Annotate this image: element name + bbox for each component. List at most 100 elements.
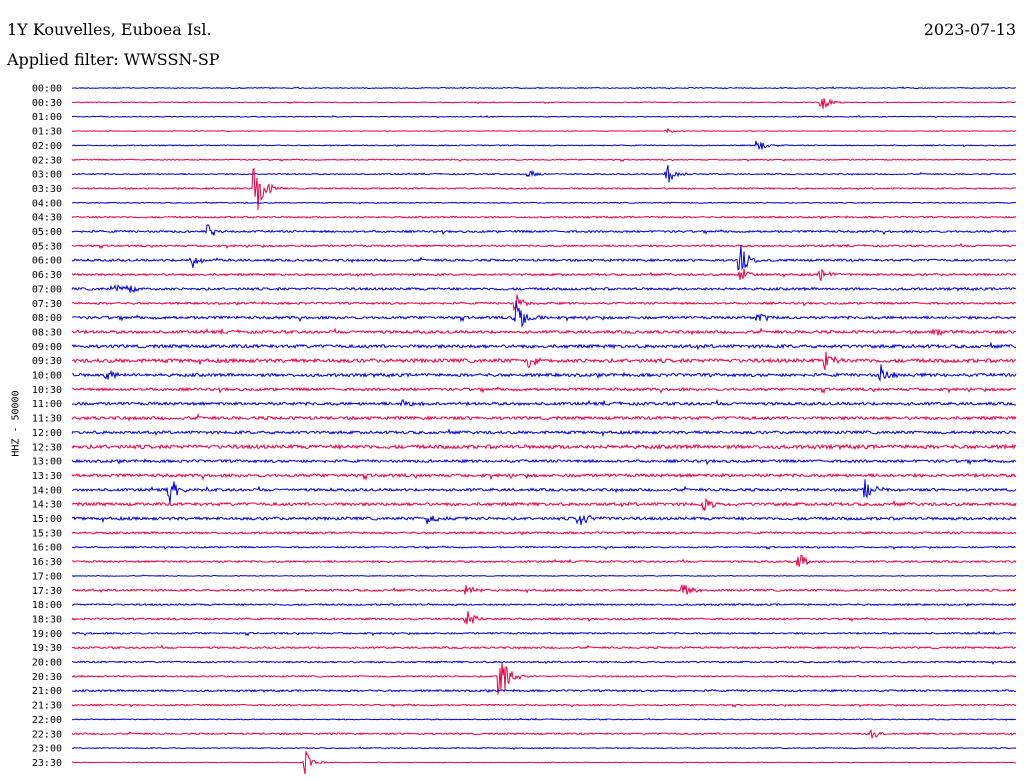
time-label-02-30: 02:30 xyxy=(32,155,62,166)
time-label-05-30: 05:30 xyxy=(32,241,62,252)
trace-00-00 xyxy=(71,86,1017,90)
time-label-23-30: 23:30 xyxy=(32,758,62,769)
time-label-19-30: 19:30 xyxy=(32,643,62,654)
trace-22-00 xyxy=(71,717,1017,721)
trace-12-30 xyxy=(71,443,1017,451)
time-label-22-00: 22:00 xyxy=(32,715,62,726)
trace-04-30 xyxy=(71,215,1017,220)
trace-05-30 xyxy=(71,242,1017,250)
time-label-00-30: 00:30 xyxy=(32,98,62,109)
time-label-10-00: 10:00 xyxy=(32,371,62,382)
time-label-06-30: 06:30 xyxy=(32,270,62,281)
time-label-13-00: 13:00 xyxy=(32,457,62,468)
time-label-11-30: 11:30 xyxy=(32,414,62,425)
trace-22-30 xyxy=(71,729,1017,739)
trace-14-00 xyxy=(71,479,1017,504)
trace-11-30 xyxy=(71,413,1017,422)
time-label-09-30: 09:30 xyxy=(32,356,62,367)
time-label-15-30: 15:30 xyxy=(32,528,62,539)
time-label-13-30: 13:30 xyxy=(32,471,62,482)
time-label-07-30: 07:30 xyxy=(32,299,62,310)
trace-20-00 xyxy=(71,659,1017,665)
time-label-16-30: 16:30 xyxy=(32,557,62,568)
trace-23-30 xyxy=(72,751,1017,775)
trace-lines xyxy=(71,86,1017,775)
time-label-16-00: 16:00 xyxy=(32,543,62,554)
time-label-20-30: 20:30 xyxy=(32,672,62,683)
time-label-01-30: 01:30 xyxy=(32,127,62,138)
time-label-21-30: 21:30 xyxy=(32,701,62,712)
trace-16-30 xyxy=(71,554,1017,567)
trace-17-00 xyxy=(71,574,1017,578)
trace-19-30 xyxy=(71,644,1017,651)
time-label-17-30: 17:30 xyxy=(32,586,62,597)
time-label-03-30: 03:30 xyxy=(32,184,62,195)
time-label-10-30: 10:30 xyxy=(32,385,62,396)
trace-15-30 xyxy=(71,530,1017,536)
time-label-08-30: 08:30 xyxy=(32,327,62,338)
time-label-08-00: 08:00 xyxy=(32,313,62,324)
time-label-23-00: 23:00 xyxy=(32,744,62,755)
time-label-20-00: 20:00 xyxy=(32,658,62,669)
trace-15-00 xyxy=(71,514,1017,526)
time-label-14-00: 14:00 xyxy=(32,485,62,496)
trace-08-30 xyxy=(71,327,1017,337)
trace-06-00 xyxy=(71,245,1017,271)
trace-07-00 xyxy=(71,284,1017,293)
trace-04-00 xyxy=(71,201,1017,205)
time-label-09-00: 09:00 xyxy=(32,342,62,353)
trace-11-00 xyxy=(71,398,1017,407)
trace-10-00 xyxy=(71,364,1017,383)
trace-18-30 xyxy=(71,610,1017,625)
trace-19-00 xyxy=(71,630,1017,637)
trace-01-30 xyxy=(71,127,1017,134)
time-label-18-30: 18:30 xyxy=(32,614,62,625)
trace-07-30 xyxy=(71,294,1017,312)
time-label-07-00: 07:00 xyxy=(32,284,62,295)
trace-03-00 xyxy=(71,165,1017,183)
trace-14-30 xyxy=(71,497,1017,511)
trace-16-00 xyxy=(71,545,1017,550)
time-label-18-00: 18:00 xyxy=(32,600,62,611)
trace-00-30 xyxy=(71,98,1017,110)
time-label-01-00: 01:00 xyxy=(32,112,62,123)
time-label-21-00: 21:00 xyxy=(32,686,62,697)
time-label-00-00: 00:00 xyxy=(32,84,62,95)
date-label: 2023-07-13 xyxy=(923,20,1016,39)
trace-10-30 xyxy=(71,386,1017,395)
trace-09-30 xyxy=(71,351,1017,371)
trace-05-00 xyxy=(71,224,1017,236)
time-label-05-00: 05:00 xyxy=(32,227,62,238)
time-label-12-30: 12:30 xyxy=(32,442,62,453)
trace-02-00 xyxy=(71,140,1017,150)
trace-12-00 xyxy=(71,428,1017,438)
trace-01-00 xyxy=(71,114,1017,119)
time-label-03-00: 03:00 xyxy=(32,170,62,181)
trace-13-00 xyxy=(71,457,1017,466)
station-title: 1Y Kouvelles, Euboea Isl. xyxy=(7,20,212,39)
time-label-02-00: 02:00 xyxy=(32,141,62,152)
trace-21-00 xyxy=(71,688,1017,694)
trace-18-00 xyxy=(71,602,1017,607)
time-label-04-30: 04:30 xyxy=(32,213,62,224)
time-label-15-00: 15:00 xyxy=(32,514,62,525)
trace-06-30 xyxy=(71,268,1017,282)
trace-09-00 xyxy=(71,341,1017,351)
time-label-12-00: 12:00 xyxy=(32,428,62,439)
trace-02-30 xyxy=(71,158,1017,163)
time-labels: 00:00 00:30 01:00 01:30 02:00 02:30 03:00 03:30… xyxy=(32,84,62,769)
time-label-11-00: 11:00 xyxy=(32,399,62,410)
time-label-14-30: 14:30 xyxy=(32,500,62,511)
time-label-19-00: 19:00 xyxy=(32,629,62,640)
time-label-04-00: 04:00 xyxy=(32,198,62,209)
filter-label: Applied filter: WWSSN-SP xyxy=(7,50,220,69)
time-label-06-00: 06:00 xyxy=(32,256,62,267)
trace-20-30 xyxy=(71,662,1017,695)
trace-03-30 xyxy=(71,168,1017,210)
trace-17-30 xyxy=(71,583,1017,595)
trace-13-30 xyxy=(71,472,1017,481)
time-label-22-30: 22:30 xyxy=(32,729,62,740)
trace-08-00 xyxy=(71,300,1017,328)
time-label-17-00: 17:00 xyxy=(32,571,62,582)
